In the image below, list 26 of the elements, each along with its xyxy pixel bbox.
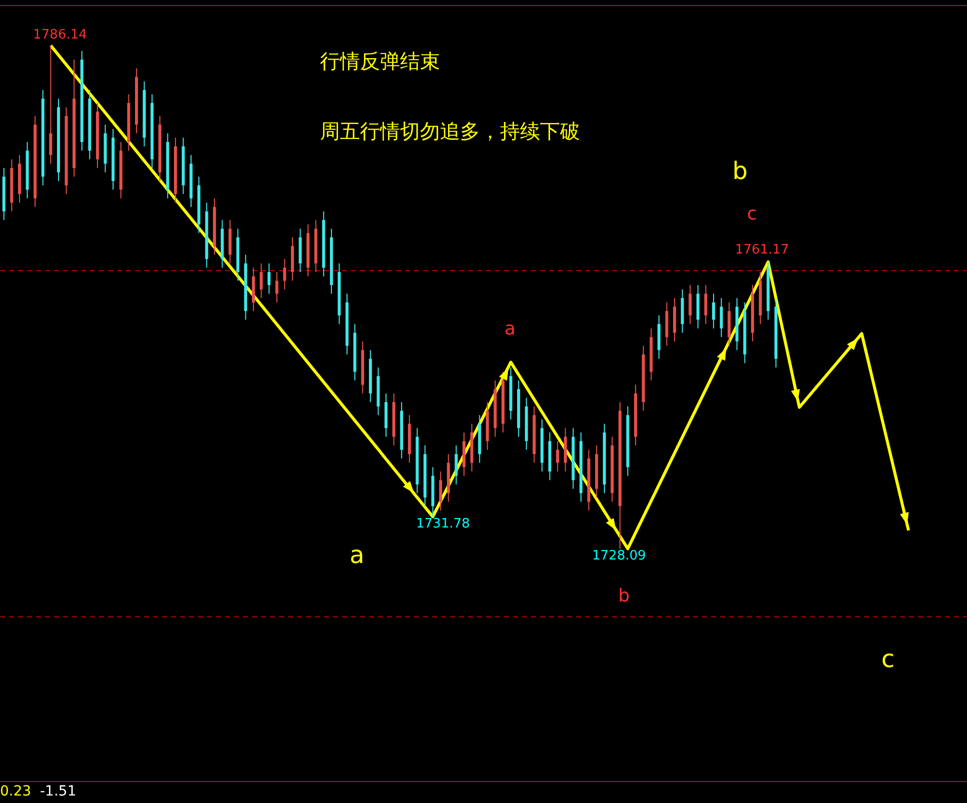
candlestick: [283, 258, 286, 290]
text: 周五行情切勿追多，持续下破: [320, 119, 580, 144]
candlestick: [49, 44, 52, 164]
annotation: c: [881, 645, 895, 674]
annotation: b: [732, 157, 748, 186]
candlestick: [260, 262, 263, 299]
annotation: b: [618, 586, 630, 607]
candlestick: [454, 444, 458, 485]
candlestick: [720, 298, 723, 338]
annotation: 1761.17: [735, 242, 789, 258]
annotation: 1786.14: [33, 27, 87, 42]
candlestick: [275, 272, 278, 303]
candlestick: [556, 440, 560, 472]
annotation: 1728.09: [592, 548, 646, 564]
candlestick: [712, 293, 716, 329]
annotation: c: [747, 204, 757, 225]
text: 0.23: [0, 784, 32, 800]
candlestick: [688, 284, 692, 325]
candlestick: [704, 284, 708, 325]
annotation: a: [504, 318, 516, 340]
candlestick: [268, 262, 271, 294]
candlestick: [439, 470, 442, 511]
annotation: a: [350, 541, 364, 570]
text: 行情反弹结束: [320, 49, 440, 74]
text: -1.51: [40, 784, 76, 800]
annotation: 1731.78: [416, 516, 470, 532]
